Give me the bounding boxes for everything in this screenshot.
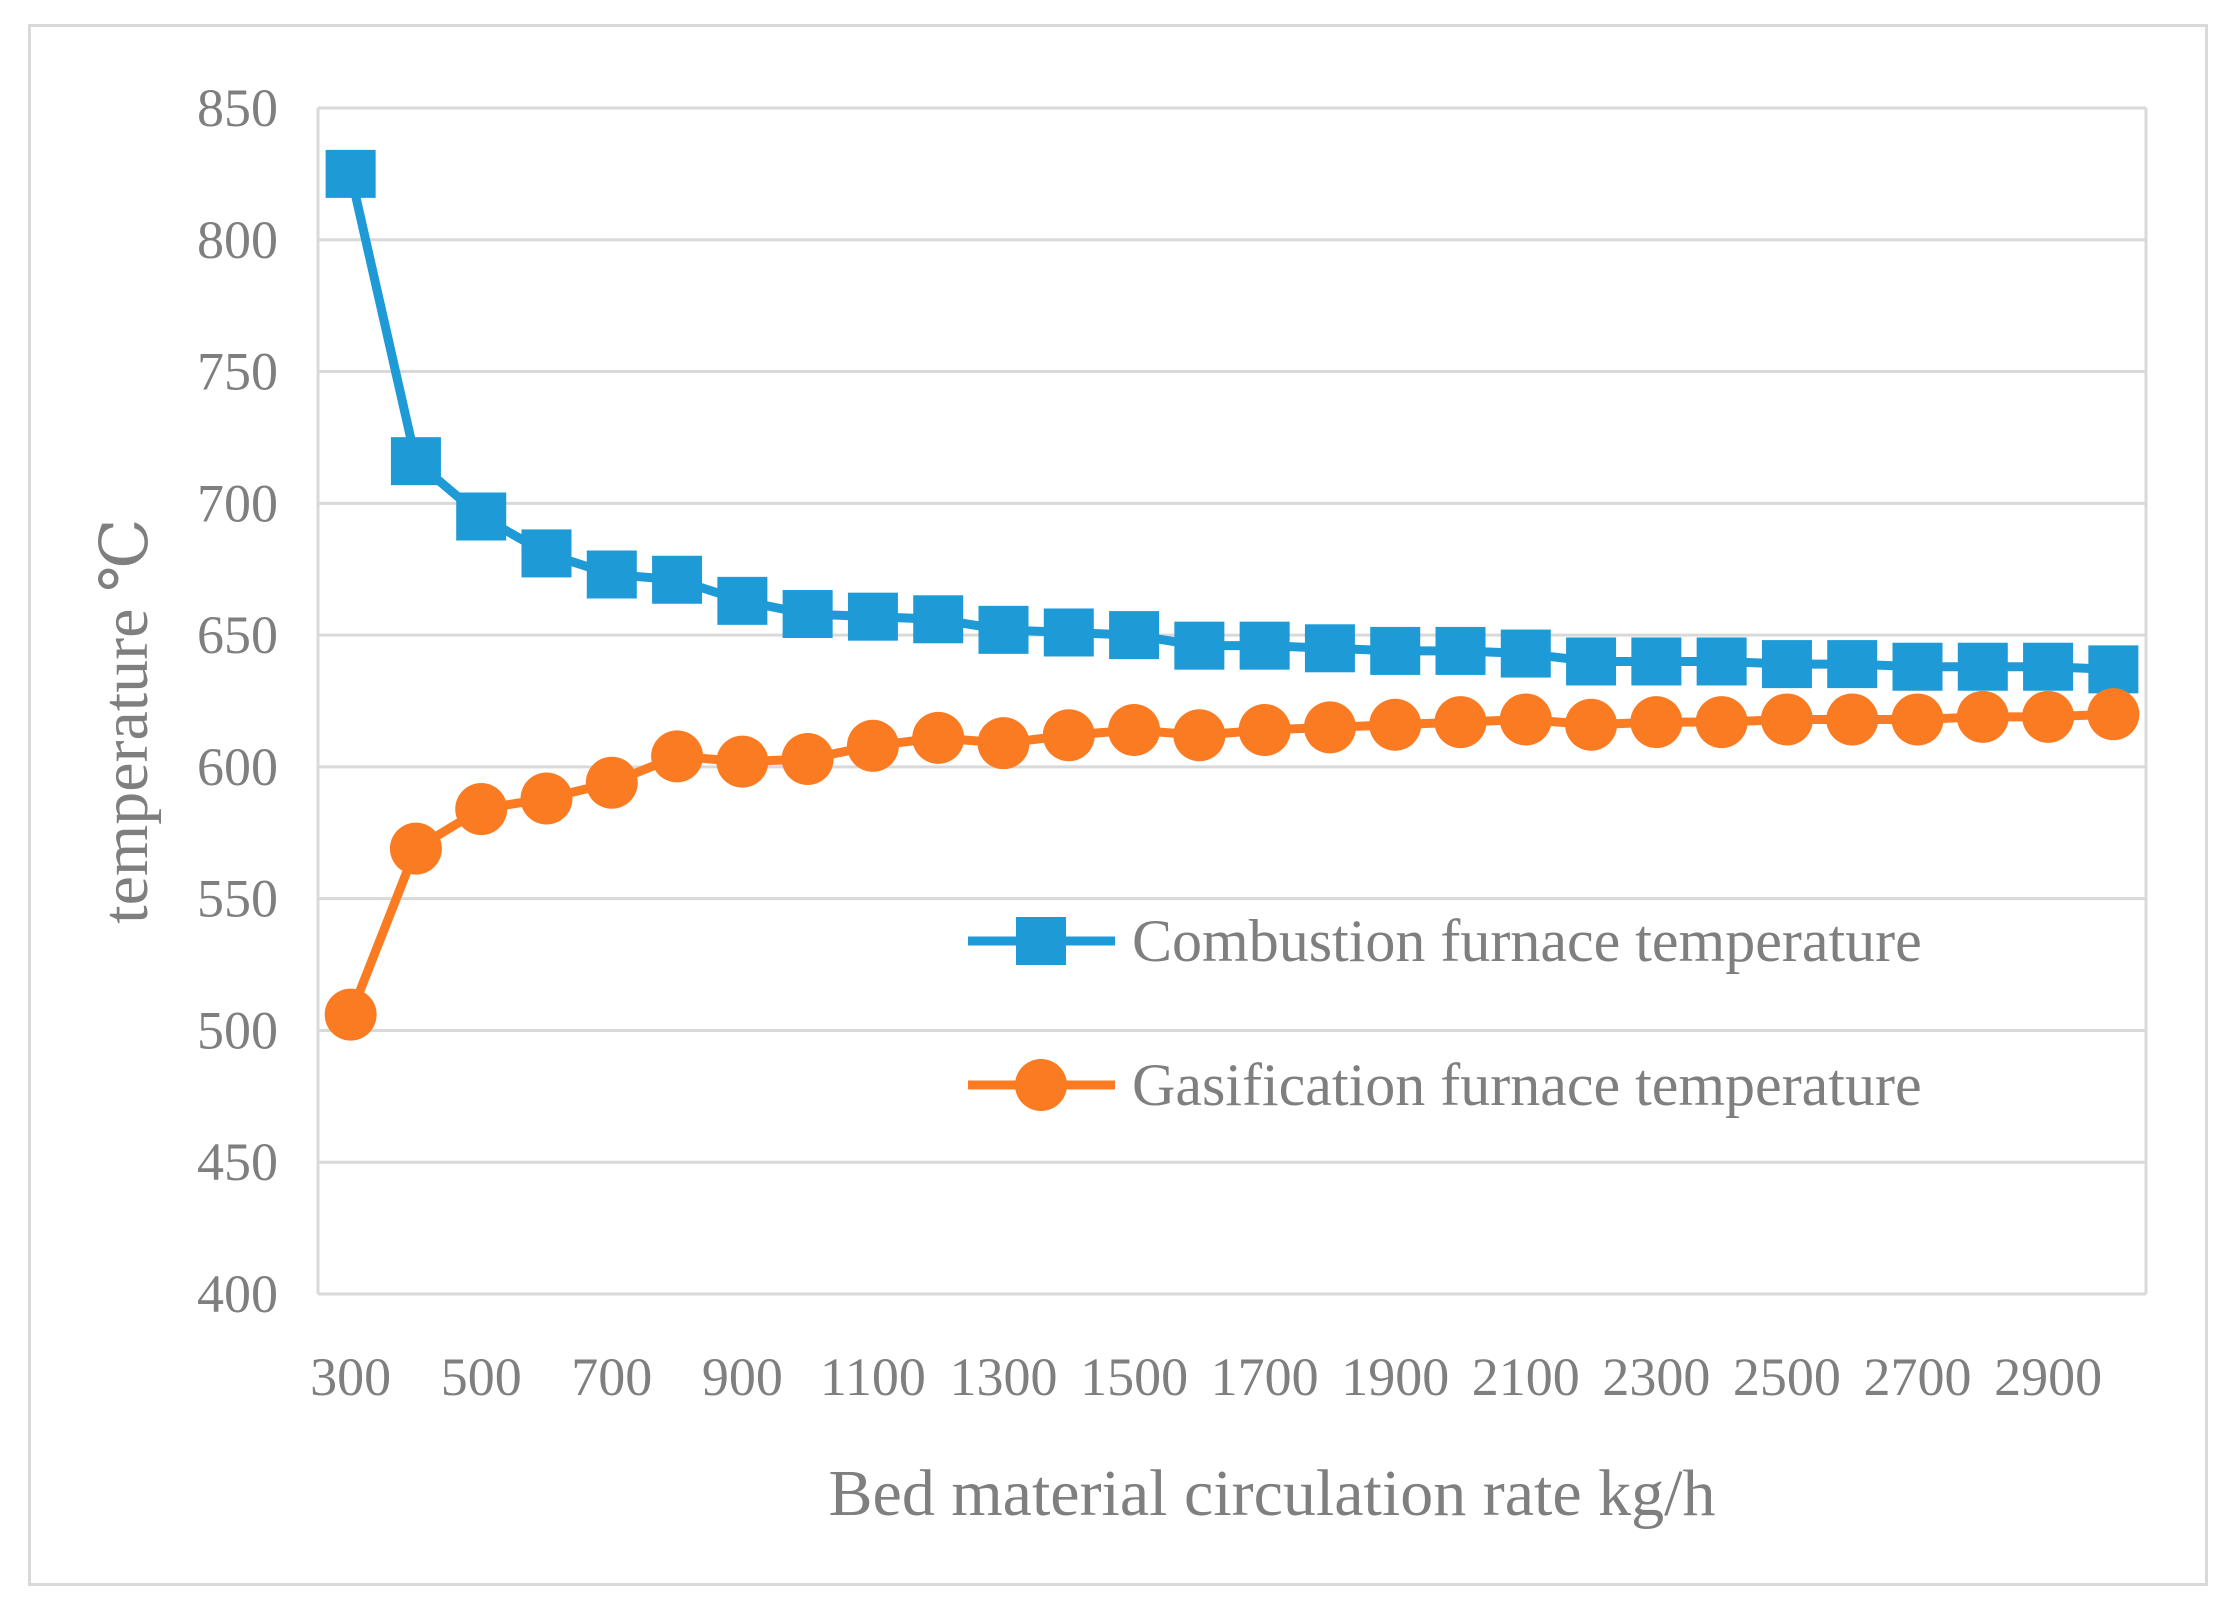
data-point-circle (1303, 701, 1356, 754)
data-point-circle (585, 756, 638, 809)
data-point-circle (520, 772, 573, 825)
data-point-square (521, 529, 572, 578)
data-point-circle (1826, 693, 1879, 746)
x-tick-label: 900 (702, 1347, 783, 1407)
x-tick-label: 2700 (1864, 1347, 1972, 1407)
data-point-square (1827, 640, 1878, 689)
data-point-circle (1369, 698, 1422, 751)
data-point-square (325, 149, 376, 198)
data-point-square (1043, 608, 1094, 657)
x-tick-label: 1300 (950, 1347, 1058, 1407)
x-tick-label: 2900 (1994, 1347, 2102, 1407)
data-point-circle (1956, 690, 2009, 743)
data-point-circle (455, 783, 508, 836)
x-tick-label: 1100 (820, 1347, 926, 1407)
x-tick-label: 2100 (1472, 1347, 1580, 1407)
data-point-circle (1173, 709, 1226, 762)
x-tick-label: 1900 (1341, 1347, 1449, 1407)
data-point-circle (1499, 693, 1552, 746)
data-point-square (1370, 626, 1421, 675)
data-point-square (2088, 645, 2139, 694)
y-tick-label: 750 (197, 342, 278, 402)
data-point-square (456, 492, 507, 541)
chart-frame (28, 24, 2208, 1586)
x-tick-label: 700 (571, 1347, 652, 1407)
legend-label-1: Combustion furnace temperature (1132, 908, 1922, 974)
data-point-circle (846, 719, 899, 772)
data-point-circle (389, 822, 442, 875)
y-tick-label: 450 (197, 1132, 278, 1192)
data-point-circle (2022, 690, 2075, 743)
data-point-square (586, 550, 637, 599)
y-tick-label: 800 (197, 210, 278, 270)
data-point-square (1304, 624, 1355, 673)
data-point-square (390, 437, 441, 486)
y-tick-label: 550 (197, 869, 278, 929)
data-point-square (913, 595, 964, 644)
data-point-circle (977, 717, 1030, 770)
data-point-circle (1695, 696, 1748, 749)
data-point-square (1566, 637, 1617, 686)
data-point-circle (1891, 693, 1944, 746)
data-point-circle (1760, 693, 1813, 746)
x-axis-title: Bed material circulation rate kg/h (829, 1457, 1716, 1530)
data-point-circle (1565, 698, 1618, 751)
data-point-square (1957, 642, 2008, 691)
data-point-circle (1630, 696, 1683, 749)
data-point-circle (781, 732, 834, 785)
data-point-square (1761, 640, 1812, 689)
data-point-square (652, 555, 703, 604)
data-point-square (1892, 642, 1943, 691)
data-point-circle (2087, 688, 2140, 741)
legend-marker-square (1016, 917, 1066, 965)
legend-label-2: Gasification furnace temperature (1132, 1052, 1922, 1118)
x-tick-label: 2500 (1733, 1347, 1841, 1407)
data-point-square (1696, 637, 1747, 686)
data-point-square (847, 592, 898, 641)
data-point-circle (324, 988, 377, 1041)
data-point-square (1174, 621, 1225, 670)
data-point-circle (912, 711, 965, 764)
y-tick-label: 600 (197, 737, 278, 797)
y-tick-label: 400 (197, 1264, 278, 1324)
data-point-square (1239, 621, 1290, 670)
y-tick-label: 850 (197, 78, 278, 138)
x-tick-label: 2300 (1602, 1347, 1710, 1407)
y-axis-title: temperature ℃ (89, 518, 162, 923)
data-point-square (2023, 642, 2074, 691)
y-tick-label: 500 (197, 1000, 278, 1060)
x-tick-label: 300 (310, 1347, 391, 1407)
y-tick-label: 650 (197, 605, 278, 665)
data-point-square (782, 590, 833, 639)
legend-marker-circle (1015, 1059, 1067, 1111)
y-tick-label: 700 (197, 473, 278, 533)
x-tick-label: 500 (441, 1347, 522, 1407)
data-point-square (717, 576, 768, 625)
data-point-circle (1434, 696, 1487, 749)
data-point-square (1500, 629, 1551, 678)
data-point-square (978, 605, 1029, 654)
data-point-circle (1108, 703, 1161, 756)
x-tick-label: 1700 (1211, 1347, 1319, 1407)
data-point-square (1109, 611, 1160, 660)
data-point-circle (651, 730, 704, 783)
data-point-square (1631, 637, 1682, 686)
data-point-square (1435, 626, 1486, 675)
series-line-1 (346, 172, 2114, 674)
data-point-circle (716, 735, 769, 788)
x-tick-label: 1500 (1080, 1347, 1188, 1407)
data-point-circle (1042, 709, 1095, 762)
data-point-circle (1238, 703, 1291, 756)
series-line-2 (346, 709, 2114, 1017)
